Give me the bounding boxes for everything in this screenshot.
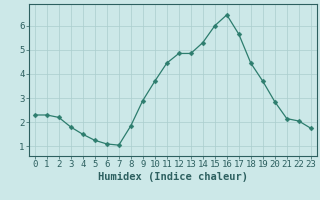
- X-axis label: Humidex (Indice chaleur): Humidex (Indice chaleur): [98, 172, 248, 182]
